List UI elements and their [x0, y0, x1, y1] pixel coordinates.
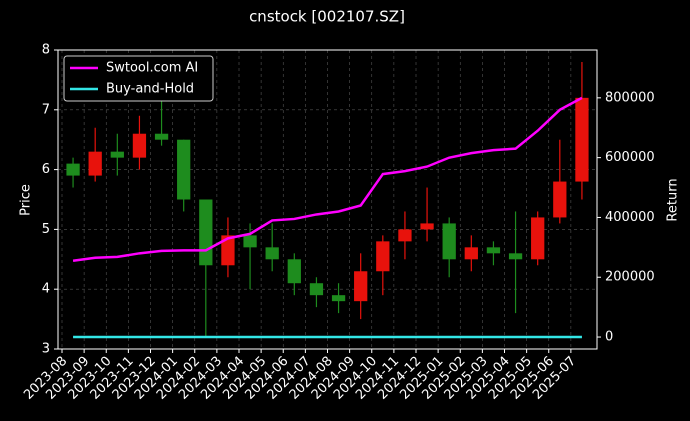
legend-box	[63, 55, 214, 102]
y2-tick-label: 200000	[605, 270, 655, 285]
candle-body	[354, 271, 368, 302]
candle-body	[553, 181, 567, 218]
y-tick-label: 8	[42, 43, 50, 58]
y2-tick-label: 0	[605, 330, 613, 345]
candle-body	[88, 151, 102, 176]
candle-body	[531, 217, 545, 260]
candle-body	[420, 223, 434, 230]
series-line	[72, 96, 583, 263]
candle-body	[243, 235, 257, 248]
legend: Swtool.com AI Buy-and-Hold	[63, 55, 214, 102]
y2-axis-label: Return	[666, 178, 681, 221]
y-axis-label: Price	[19, 184, 34, 216]
candle-body	[221, 235, 235, 266]
candle-body	[464, 247, 478, 260]
candle-body	[287, 259, 301, 284]
candle-body	[110, 151, 124, 158]
candle-body	[442, 223, 456, 260]
chart-title: cnstock [002107.SZ]	[249, 8, 405, 26]
y-tick-label: 7	[42, 102, 50, 117]
candle-body	[265, 247, 279, 260]
y-tick-label: 3	[42, 342, 50, 357]
y2-tick-label: 800000	[605, 90, 655, 105]
y-tick-label: 5	[42, 222, 50, 237]
candle-body	[177, 139, 191, 200]
candle-body	[66, 163, 80, 176]
legend-label: Swtool.com AI	[106, 61, 198, 76]
y2-tick-label: 400000	[605, 210, 655, 225]
candle-body	[486, 247, 501, 254]
candle-body	[331, 295, 346, 302]
candle-body	[575, 97, 589, 182]
y-tick-label: 6	[42, 162, 50, 177]
candle-body	[199, 199, 213, 266]
y2-tick-label: 600000	[605, 150, 655, 165]
candle-body	[154, 133, 169, 140]
candle-body	[309, 283, 324, 296]
candle-body	[508, 253, 523, 260]
legend-label: Buy-and-Hold	[106, 82, 194, 97]
candle-body	[132, 133, 147, 158]
plot-frame	[57, 49, 598, 350]
candle-body	[398, 229, 412, 242]
candle-body	[376, 241, 390, 272]
y-tick-label: 4	[42, 282, 50, 297]
